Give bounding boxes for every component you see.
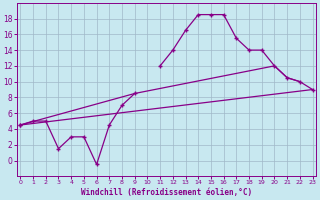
X-axis label: Windchill (Refroidissement éolien,°C): Windchill (Refroidissement éolien,°C) — [81, 188, 252, 197]
